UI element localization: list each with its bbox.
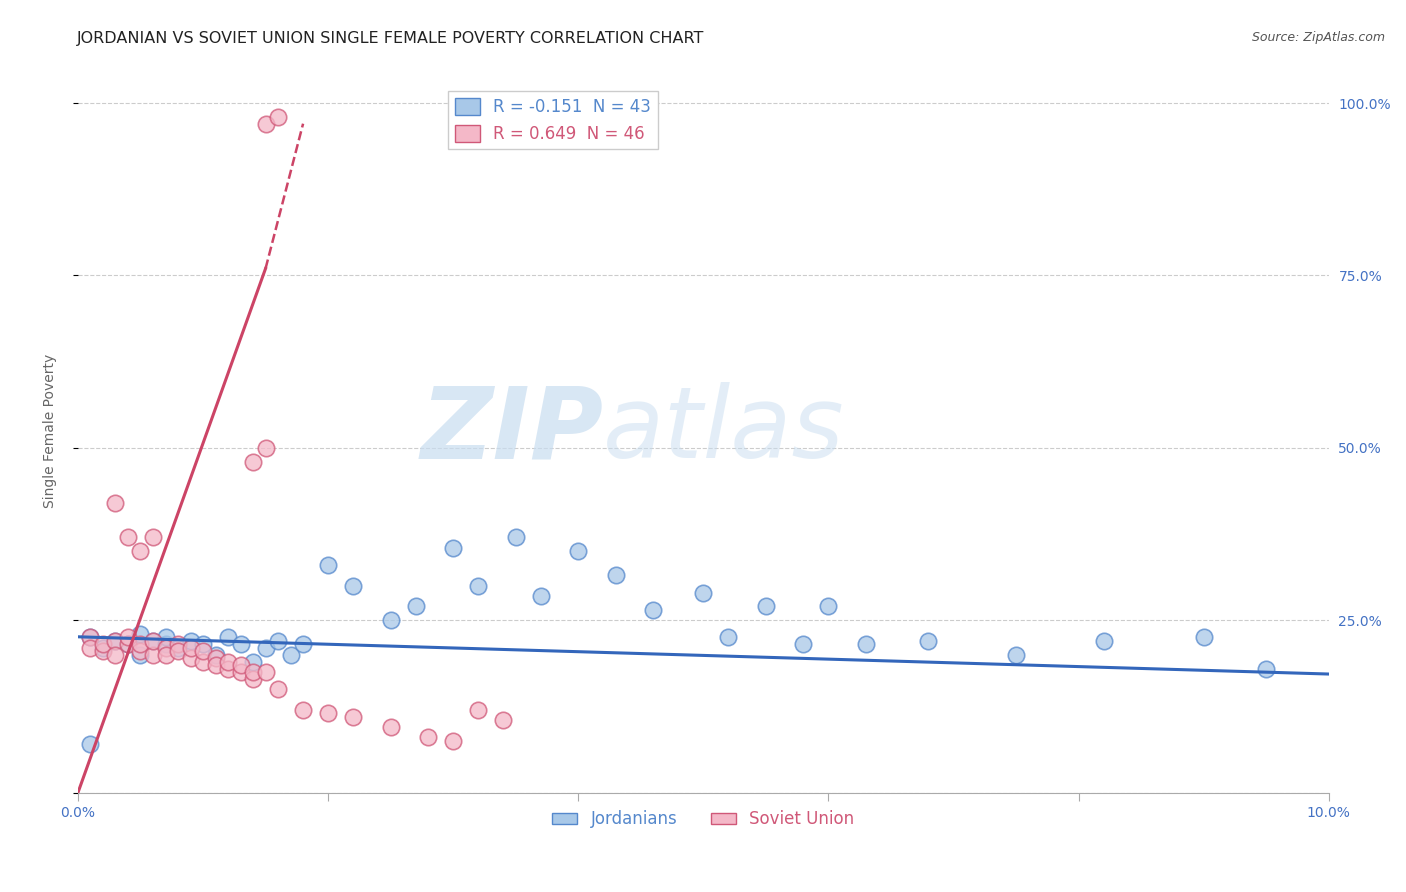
Point <box>180 634 202 648</box>
Legend: Jordanians, Soviet Union: Jordanians, Soviet Union <box>546 804 860 835</box>
Point <box>792 637 814 651</box>
Point <box>229 665 252 679</box>
Point <box>167 644 190 658</box>
Point <box>254 665 277 679</box>
Point <box>267 682 290 697</box>
Point <box>567 544 589 558</box>
Point <box>117 631 139 645</box>
Point <box>79 738 101 752</box>
Point <box>167 640 190 655</box>
Point <box>342 579 364 593</box>
Point <box>467 703 489 717</box>
Point <box>242 665 264 679</box>
Point <box>129 627 152 641</box>
Point <box>91 644 114 658</box>
Point <box>242 655 264 669</box>
Point <box>79 640 101 655</box>
Point <box>530 589 553 603</box>
Point <box>643 603 665 617</box>
Point <box>817 599 839 614</box>
Point <box>441 541 464 555</box>
Point <box>91 640 114 655</box>
Point <box>342 710 364 724</box>
Point <box>142 634 165 648</box>
Point <box>316 558 339 572</box>
Point <box>242 672 264 686</box>
Point <box>217 631 239 645</box>
Point <box>717 631 740 645</box>
Point <box>191 644 214 658</box>
Text: ZIP: ZIP <box>420 382 603 479</box>
Point <box>117 531 139 545</box>
Point <box>418 731 440 745</box>
Point <box>129 648 152 662</box>
Point <box>605 568 627 582</box>
Text: atlas: atlas <box>603 382 845 479</box>
Point <box>167 637 190 651</box>
Point <box>129 644 152 658</box>
Point <box>855 637 877 651</box>
Point <box>267 110 290 124</box>
Point <box>204 658 226 673</box>
Point <box>692 585 714 599</box>
Point <box>254 117 277 131</box>
Point <box>79 631 101 645</box>
Point <box>280 648 302 662</box>
Point <box>405 599 427 614</box>
Point <box>229 637 252 651</box>
Point <box>104 634 127 648</box>
Point <box>1005 648 1028 662</box>
Point <box>104 648 127 662</box>
Point <box>254 640 277 655</box>
Point <box>155 648 177 662</box>
Point <box>180 640 202 655</box>
Point <box>755 599 778 614</box>
Text: JORDANIAN VS SOVIET UNION SINGLE FEMALE POVERTY CORRELATION CHART: JORDANIAN VS SOVIET UNION SINGLE FEMALE … <box>77 31 704 46</box>
Point <box>242 455 264 469</box>
Point <box>155 631 177 645</box>
Point <box>155 640 177 655</box>
Point <box>204 651 226 665</box>
Point <box>155 637 177 651</box>
Point <box>1092 634 1115 648</box>
Point <box>129 637 152 651</box>
Point <box>217 661 239 675</box>
Point <box>117 637 139 651</box>
Point <box>380 613 402 627</box>
Point <box>492 713 515 727</box>
Point <box>917 634 939 648</box>
Point <box>229 658 252 673</box>
Point <box>104 496 127 510</box>
Point <box>505 531 527 545</box>
Y-axis label: Single Female Poverty: Single Female Poverty <box>44 353 58 508</box>
Point <box>204 648 226 662</box>
Point <box>191 655 214 669</box>
Point <box>254 441 277 455</box>
Point <box>180 651 202 665</box>
Point <box>191 637 214 651</box>
Point <box>142 634 165 648</box>
Point <box>292 703 315 717</box>
Point <box>142 531 165 545</box>
Point <box>467 579 489 593</box>
Point <box>1192 631 1215 645</box>
Point <box>91 637 114 651</box>
Point <box>217 655 239 669</box>
Point <box>129 544 152 558</box>
Point <box>1256 661 1278 675</box>
Point <box>104 634 127 648</box>
Point <box>79 631 101 645</box>
Point <box>117 637 139 651</box>
Point <box>316 706 339 721</box>
Point <box>441 734 464 748</box>
Point <box>267 634 290 648</box>
Point <box>380 720 402 734</box>
Text: Source: ZipAtlas.com: Source: ZipAtlas.com <box>1251 31 1385 45</box>
Point <box>142 648 165 662</box>
Point <box>292 637 315 651</box>
